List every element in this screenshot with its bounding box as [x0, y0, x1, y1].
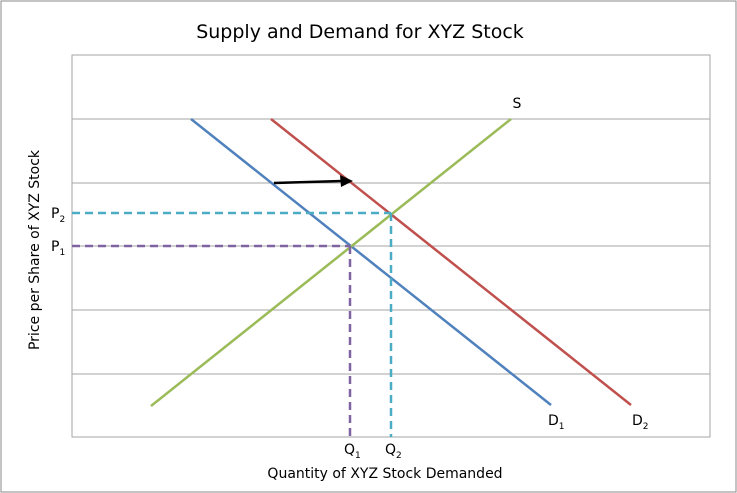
price-label: P1 — [51, 239, 65, 258]
curve-label: D1 — [548, 413, 565, 432]
y-axis-label: Price per Share of XYZ Stock — [27, 149, 43, 350]
quantity-label: Q2 — [385, 442, 402, 461]
price-label: P2 — [51, 206, 65, 225]
label-sub: 2 — [396, 451, 402, 461]
quantity-label: Q1 — [344, 442, 361, 461]
label-main: P — [51, 206, 59, 222]
label-main: D — [548, 413, 559, 429]
x-axis-label: Quantity of XYZ Stock Demanded — [267, 466, 502, 482]
curve-label: S — [513, 96, 522, 112]
arrow-head — [340, 175, 353, 187]
curve-label: D2 — [632, 413, 649, 432]
label-sub: 2 — [59, 215, 65, 225]
label-main: Q — [344, 442, 355, 458]
label-sub: 1 — [59, 248, 65, 258]
label-sub: 2 — [643, 422, 649, 432]
label-main: P — [51, 239, 59, 255]
shift-arrow — [273, 179, 343, 185]
label-main: D — [632, 413, 643, 429]
label-main: Q — [385, 442, 396, 458]
label-sub: 1 — [355, 451, 361, 461]
chart-title: Supply and Demand for XYZ Stock — [196, 21, 524, 43]
demand-2-line — [270, 118, 632, 406]
supply-line — [150, 118, 512, 407]
demand-1-line — [190, 118, 552, 406]
label-sub: 1 — [559, 422, 565, 432]
